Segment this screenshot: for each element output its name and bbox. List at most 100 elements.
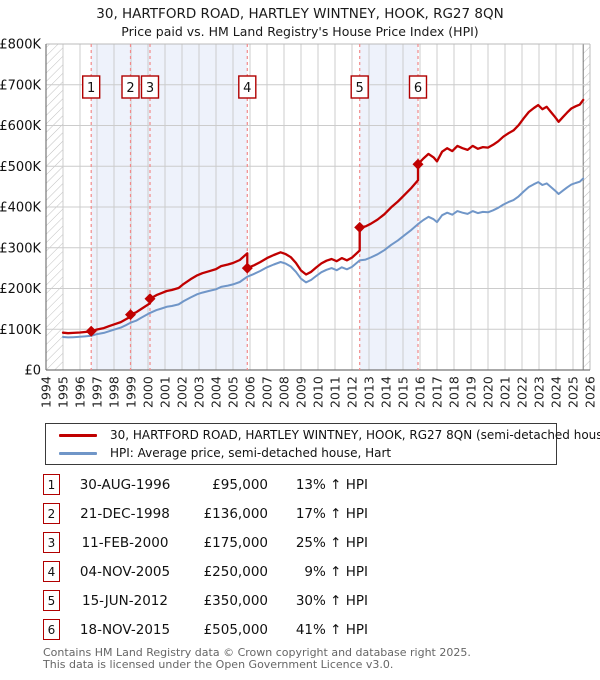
table-row: 5 15-JUN-2012 £350,000 30% ↑ HPI <box>43 586 573 615</box>
row-number-badge: 1 <box>43 474 60 495</box>
legend-label: HPI: Average price, semi-detached house,… <box>110 446 392 460</box>
x-tick-label: 2005 <box>226 376 241 408</box>
y-tick-label: £0 <box>24 364 41 379</box>
x-tick-label: 1996 <box>73 376 88 408</box>
x-tick-label: 2021 <box>498 376 513 408</box>
row-sale-date: 11-FEB-2000 <box>81 534 169 551</box>
y-tick-label: £100K <box>0 323 41 338</box>
legend-entry: 30, HARTFORD ROAD, HARTLEY WINTNEY, HOOK… <box>59 426 600 444</box>
x-tick-label: 2024 <box>549 376 564 408</box>
row-hpi-diff: 9% ↑ HPI <box>304 563 368 580</box>
x-tick-label: 2020 <box>481 376 496 408</box>
row-hpi-diff: 30% ↑ HPI <box>295 592 368 609</box>
y-tick-label: £200K <box>0 282 41 297</box>
legend-entry: HPI: Average price, semi-detached house,… <box>59 444 556 462</box>
x-tick-label: 2011 <box>328 376 343 408</box>
y-tick-label: £300K <box>0 241 41 256</box>
x-tick-label: 2007 <box>260 376 275 408</box>
sale-number-label: 4 <box>243 81 251 96</box>
row-sale-price: £250,000 <box>203 563 268 580</box>
x-tick-label: 2012 <box>345 376 360 408</box>
legend: 30, HARTFORD ROAD, HARTLEY WINTNEY, HOOK… <box>45 423 600 465</box>
x-tick-label: 2015 <box>396 376 411 408</box>
y-tick-label: £800K <box>0 38 41 53</box>
x-tick-label: 2018 <box>447 376 462 408</box>
x-tick-label: 2016 <box>413 376 428 408</box>
transactions-table: 1 30-AUG-1996 £95,000 13% ↑ HPI 2 21-DEC-1998… <box>43 470 573 644</box>
sale-number-label: 6 <box>414 81 422 96</box>
row-sale-date: 30-AUG-1996 <box>79 476 171 493</box>
row-hpi-diff: 25% ↑ HPI <box>295 534 368 551</box>
hpi-line <box>62 177 585 339</box>
x-tick-label: 2003 <box>192 376 207 408</box>
x-tick-label: 1999 <box>124 376 139 408</box>
x-tick-label: 1998 <box>107 376 122 408</box>
x-tick-label: 2025 <box>566 376 581 408</box>
sale-number-box <box>408 75 428 99</box>
row-number-badge: 5 <box>43 590 60 611</box>
x-tick-label: 2006 <box>243 376 258 408</box>
footer-line2: This data is licensed under the Open Gov… <box>43 657 394 671</box>
x-tick-label: 2002 <box>175 376 190 408</box>
row-sale-price: £136,000 <box>203 505 268 522</box>
legend-label: 30, HARTFORD ROAD, HARTLEY WINTNEY, HOOK… <box>110 428 600 442</box>
row-sale-price: £350,000 <box>203 592 268 609</box>
price-chart: 1994 1995 1996 1997 1998 1999 2000 2001 2002 2003… <box>0 38 598 409</box>
hpi-line-swatch <box>59 451 97 455</box>
row-hpi-diff: 17% ↑ HPI <box>295 505 368 522</box>
page-subtitle: Price paid vs. HM Land Registry's House … <box>121 24 479 39</box>
sale-number-box <box>350 75 369 99</box>
sale-number-label: 1 <box>87 81 95 96</box>
sale-point-marker <box>241 262 253 274</box>
row-sale-date: 21-DEC-1998 <box>80 505 170 522</box>
sale-number-label: 3 <box>146 81 154 96</box>
sale-number-box <box>238 75 257 99</box>
row-number-badge: 3 <box>43 532 60 553</box>
price-paid-line-swatch <box>59 433 97 437</box>
x-tick-label: 1994 <box>39 376 54 408</box>
x-tick-label: 2001 <box>158 376 173 408</box>
footer: Contains HM Land Registry data © Crown c… <box>43 647 471 670</box>
x-tick-label: 2017 <box>430 376 445 408</box>
x-tick-label: 2019 <box>464 376 479 408</box>
sale-number-label: 2 <box>126 81 134 96</box>
x-tick-label: 2004 <box>209 376 224 408</box>
x-tick-label: 2000 <box>141 376 156 408</box>
sale-point-marker <box>144 293 156 305</box>
x-tick-label: 2014 <box>379 376 394 408</box>
row-sale-price: £95,000 <box>212 476 268 493</box>
x-tick-label: 2023 <box>532 376 547 408</box>
sale-number-box <box>121 75 140 99</box>
y-tick-label: £500K <box>0 160 41 175</box>
x-tick-label: 2009 <box>294 376 309 408</box>
sale-number-box <box>81 75 101 99</box>
y-tick-label: £600K <box>0 119 41 134</box>
footer-line1: Contains HM Land Registry data © Crown c… <box>43 646 471 659</box>
sale-number-label: 5 <box>356 81 364 96</box>
x-tick-label: 1995 <box>56 376 71 408</box>
y-tick-label: £400K <box>0 201 41 216</box>
row-sale-price: £505,000 <box>203 621 268 638</box>
row-sale-date: 15-JUN-2012 <box>82 592 168 609</box>
sale-point-marker <box>125 309 136 321</box>
y-tick-label: £700K <box>0 78 41 93</box>
sale-number-box <box>140 75 160 99</box>
row-number-badge: 6 <box>43 619 60 640</box>
row-hpi-diff: 13% ↑ HPI <box>295 476 368 493</box>
row-sale-date: 04-NOV-2005 <box>79 563 171 580</box>
row-sale-price: £175,000 <box>203 534 268 551</box>
table-row: 6 18-NOV-2015 £505,000 41% ↑ HPI <box>43 615 573 644</box>
row-number-badge: 4 <box>43 561 60 582</box>
x-tick-label: 2022 <box>515 376 530 408</box>
table-row: 3 11-FEB-2000 £175,000 25% ↑ HPI <box>43 528 573 557</box>
sale-point-marker <box>85 325 97 337</box>
sale-point-marker <box>354 221 366 233</box>
table-row: 4 04-NOV-2005 £250,000 9% ↑ HPI <box>43 557 573 586</box>
x-tick-label: 2008 <box>277 376 292 408</box>
row-sale-date: 18-NOV-2015 <box>79 621 171 638</box>
table-row: 1 30-AUG-1996 £95,000 13% ↑ HPI <box>43 470 573 499</box>
x-tick-label: 2010 <box>311 376 326 408</box>
x-tick-label: 2026 <box>583 376 598 408</box>
row-hpi-diff: 41% ↑ HPI <box>295 621 368 638</box>
page-title: 30, HARTFORD ROAD, HARTLEY WINTNEY, HOOK… <box>96 6 504 22</box>
